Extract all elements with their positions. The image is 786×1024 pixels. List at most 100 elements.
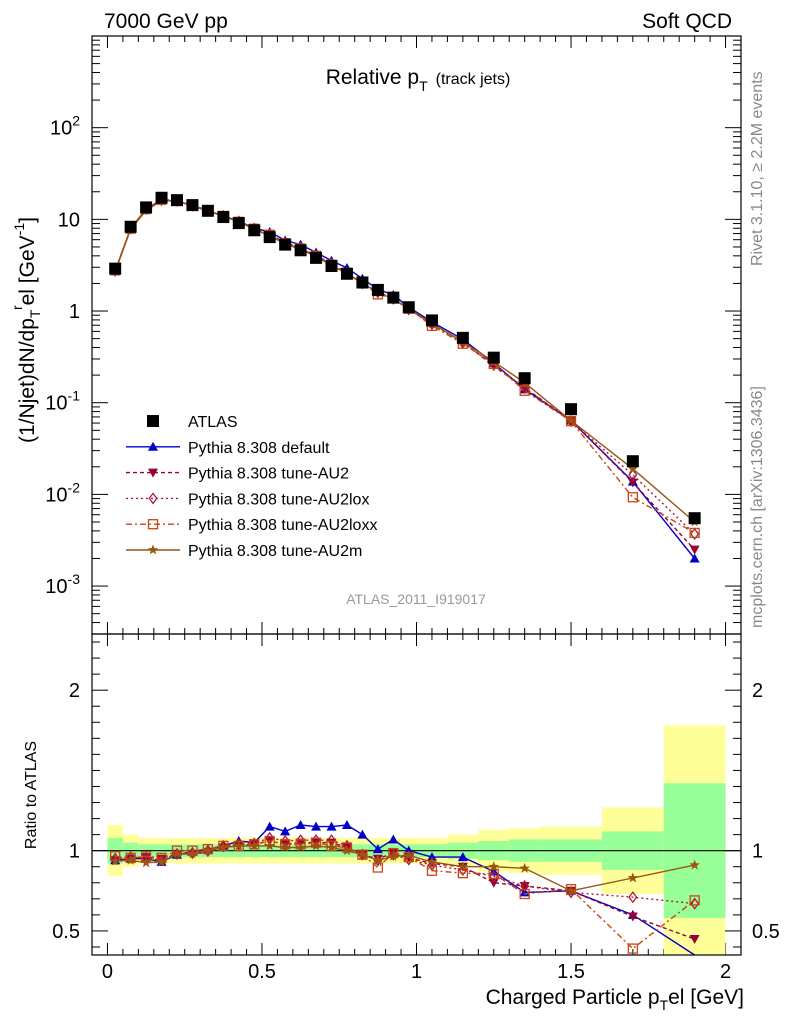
data-point xyxy=(170,194,183,207)
ratio-marker xyxy=(357,849,368,860)
main-panel: Relative pT (track jets) ATLAS_2011_I9190… xyxy=(9,35,742,955)
ratio-marker xyxy=(372,862,384,873)
ratio-marker xyxy=(264,840,275,851)
y-tick-label-base: 1 xyxy=(69,301,80,323)
y-tick-label: 10-1 xyxy=(45,388,80,415)
ratio-marker xyxy=(310,840,322,851)
y-tick-label: 10 xyxy=(58,209,80,231)
ratio-marker xyxy=(279,842,291,852)
data-point xyxy=(248,224,261,237)
legend-marker xyxy=(148,492,158,505)
ratio-line xyxy=(115,840,696,950)
ratio-axes xyxy=(91,633,742,956)
data-point xyxy=(294,244,307,257)
ratio-marker xyxy=(628,891,638,904)
series-marker xyxy=(689,545,700,555)
ratio-marker xyxy=(171,848,183,859)
ratio-marker xyxy=(519,888,530,900)
y-tick-label-base: 10 xyxy=(45,576,67,598)
data-point xyxy=(402,301,415,314)
ratio-marker xyxy=(426,856,438,867)
x-tick-labels: 0 0.5 1 1.5 2 xyxy=(102,961,731,983)
y-tick-label: 10-3 xyxy=(45,571,80,598)
x-tick-label: 0 xyxy=(102,961,113,983)
y-tick-label-exp: -1 xyxy=(68,388,81,404)
y-tick-label-exp: 2 xyxy=(72,113,80,129)
x-axis-label-tail: el [GeV] xyxy=(668,986,744,1009)
ratio-marker xyxy=(627,943,638,954)
ratio-y-tick-label: 0.5 xyxy=(52,921,80,943)
data-point xyxy=(688,512,701,525)
ratio-marker xyxy=(689,895,700,906)
x-tick-label: 2 xyxy=(720,961,731,983)
x-axis-label-main: Charged Particle p xyxy=(486,986,660,1009)
ratio-marker xyxy=(457,861,469,872)
ratio-marker xyxy=(627,912,638,922)
legend-label: Pythia 8.308 tune-AU2loxx xyxy=(188,517,377,534)
ratio-marker xyxy=(202,845,214,856)
ratio-marker xyxy=(218,842,229,852)
header-left: 7000 GeV pp xyxy=(104,10,228,33)
legend-label: Pythia 8.308 default xyxy=(188,440,330,457)
x-tick-label: 1 xyxy=(411,961,422,983)
data-point xyxy=(109,262,122,275)
main-series xyxy=(109,191,701,563)
ratio-y-tick-label: 1 xyxy=(69,841,80,863)
ratio-y-tick-label-right: 0.5 xyxy=(752,921,780,943)
data-point xyxy=(124,220,137,233)
series-marker xyxy=(627,492,638,503)
y-axis-label-close: ] xyxy=(16,217,39,223)
ratio-marker xyxy=(187,846,198,860)
ratio-marker xyxy=(426,865,438,876)
ratio-marker xyxy=(156,854,167,867)
y-tick-label-base: 10 xyxy=(50,118,72,140)
ratio-marker xyxy=(187,848,198,859)
data-point xyxy=(186,199,199,212)
ratio-marker xyxy=(341,845,353,856)
ratio-marker xyxy=(249,840,260,851)
ratio-marker xyxy=(372,854,384,865)
y-tick-label: 10-2 xyxy=(45,479,80,506)
data-point xyxy=(456,331,469,344)
ratio-marker xyxy=(341,819,352,829)
ratio-marker xyxy=(403,850,414,860)
series-marker xyxy=(519,385,530,396)
ratio-marker xyxy=(234,838,244,851)
data-point xyxy=(310,251,323,264)
ratio-marker xyxy=(388,848,398,861)
ratio-marker xyxy=(326,842,337,852)
legend-marker xyxy=(148,441,158,451)
x-tick-label: 1.5 xyxy=(557,961,585,983)
y-tick-label-exp: -2 xyxy=(68,479,81,495)
data-point xyxy=(518,372,531,385)
y-axis-label-tail: el [GeV xyxy=(16,235,39,305)
ratio-panel: 0.5 0.5 1 1 2 2 0 0.5 1 1.5 2 Ratio to ATLAS Char… xyxy=(23,633,780,1013)
ratio-y-tick-label-right: 2 xyxy=(752,680,763,702)
ratio-marker xyxy=(565,885,577,896)
legend-marker xyxy=(147,544,159,555)
ratio-marker xyxy=(357,829,368,839)
series-marker xyxy=(628,468,638,482)
data-point xyxy=(263,231,276,244)
legend-label: Pythia 8.308 tune-AU2lox xyxy=(188,491,369,508)
ratio-marker xyxy=(388,834,399,844)
ratio-marker xyxy=(140,857,152,868)
ratio-marker xyxy=(520,879,530,893)
data-point xyxy=(340,267,353,280)
ratio-marker xyxy=(689,859,700,870)
data-point xyxy=(155,191,168,204)
main-title-text: Relative p xyxy=(326,66,419,89)
x-axis-label-sub: T xyxy=(660,997,669,1013)
ratio-marker xyxy=(326,821,337,831)
ratio-marker xyxy=(280,826,291,836)
series-line xyxy=(114,199,696,535)
data-point xyxy=(425,314,438,327)
header-right: Soft QCD xyxy=(642,10,732,33)
y-tick-label-exp: -3 xyxy=(68,571,81,587)
ratio-y-axis-label: Ratio to ATLAS xyxy=(23,741,40,849)
ratio-marker xyxy=(295,819,306,829)
data-point xyxy=(232,217,245,230)
ratio-marker xyxy=(489,870,499,883)
data-point xyxy=(201,204,214,217)
